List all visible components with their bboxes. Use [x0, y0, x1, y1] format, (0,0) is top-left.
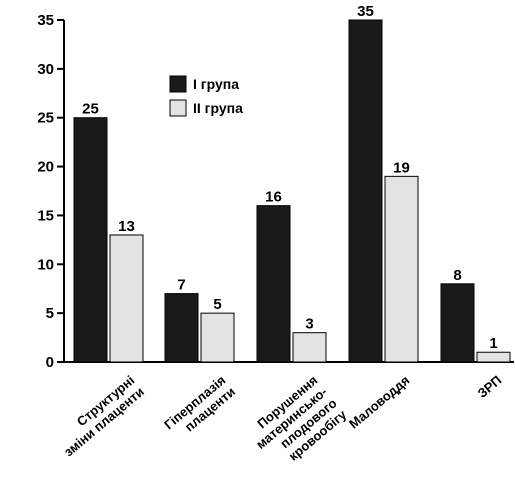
legend: I група II група	[169, 75, 243, 117]
y-tick-label: 15	[37, 207, 54, 224]
category-label: Маловоддя	[346, 372, 412, 431]
data-label: 35	[357, 3, 374, 20]
bar	[256, 205, 291, 363]
bar	[73, 117, 108, 363]
y-tick-label: 35	[37, 12, 54, 29]
y-tick-label: 30	[37, 61, 54, 78]
legend-label: II група	[193, 100, 243, 116]
data-label: 8	[453, 267, 461, 284]
data-label: 19	[393, 159, 410, 176]
y-tick-label: 0	[46, 354, 54, 371]
bar	[384, 175, 419, 363]
legend-swatch	[169, 75, 187, 93]
bar	[292, 332, 327, 363]
y-axis: 0 5 10 15 20 25 30 35	[37, 12, 65, 371]
category-label: ЗРП	[475, 372, 505, 400]
bar	[200, 312, 235, 363]
y-tick-label: 25	[37, 110, 54, 127]
data-label: 7	[177, 277, 185, 294]
bar	[164, 293, 199, 363]
data-labels: 25 13 7 5 16 3 35 19 8 1	[82, 3, 498, 352]
bar	[476, 351, 511, 363]
data-label: 1	[489, 335, 497, 352]
category-label-line: Маловоддя	[346, 372, 412, 431]
y-tick-label: 20	[37, 159, 54, 176]
bar	[348, 19, 383, 363]
data-label: 5	[213, 296, 221, 313]
y-tick-label: 5	[46, 305, 54, 322]
data-label: 25	[82, 101, 99, 118]
data-label: 16	[265, 189, 282, 206]
bar	[440, 283, 475, 363]
bars	[73, 19, 511, 363]
category-label-line: ЗРП	[475, 372, 505, 400]
data-label: 3	[305, 316, 313, 333]
legend-label: I група	[193, 76, 239, 92]
legend-swatch	[169, 99, 187, 117]
bar	[109, 234, 144, 363]
data-label: 13	[118, 218, 135, 235]
y-tick-label: 10	[37, 256, 54, 273]
